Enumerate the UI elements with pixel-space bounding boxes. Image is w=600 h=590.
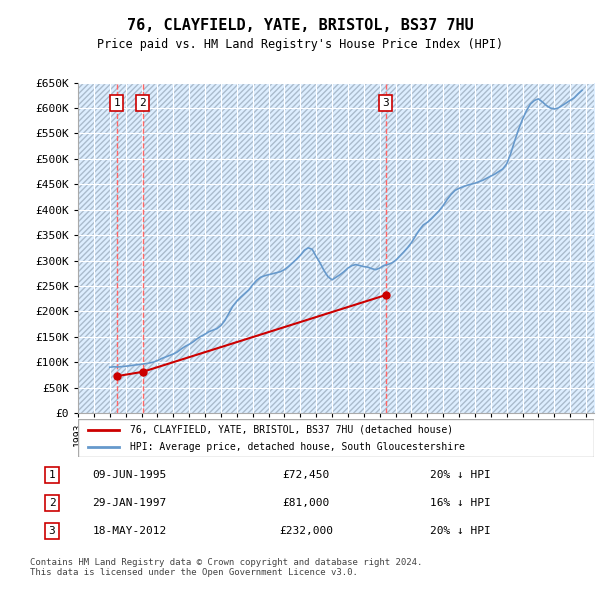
Text: 09-JUN-1995: 09-JUN-1995 [92,470,166,480]
Text: HPI: Average price, detached house, South Gloucestershire: HPI: Average price, detached house, Sout… [130,441,464,451]
Text: 20% ↓ HPI: 20% ↓ HPI [430,526,491,536]
Text: Contains HM Land Registry data © Crown copyright and database right 2024.
This d: Contains HM Land Registry data © Crown c… [30,558,422,577]
Text: 2: 2 [139,98,146,108]
Text: 20% ↓ HPI: 20% ↓ HPI [430,470,491,480]
Text: 3: 3 [49,526,55,536]
Text: 18-MAY-2012: 18-MAY-2012 [92,526,166,536]
FancyBboxPatch shape [78,419,594,457]
Text: 16% ↓ HPI: 16% ↓ HPI [430,498,491,508]
Text: £81,000: £81,000 [283,498,329,508]
Text: £72,450: £72,450 [283,470,329,480]
Text: 3: 3 [382,98,389,108]
Text: 1: 1 [113,98,120,108]
Text: Price paid vs. HM Land Registry's House Price Index (HPI): Price paid vs. HM Land Registry's House … [97,38,503,51]
Text: 76, CLAYFIELD, YATE, BRISTOL, BS37 7HU: 76, CLAYFIELD, YATE, BRISTOL, BS37 7HU [127,18,473,32]
Text: 29-JAN-1997: 29-JAN-1997 [92,498,166,508]
Text: £232,000: £232,000 [279,526,333,536]
Text: 76, CLAYFIELD, YATE, BRISTOL, BS37 7HU (detached house): 76, CLAYFIELD, YATE, BRISTOL, BS37 7HU (… [130,425,453,435]
Text: 2: 2 [49,498,55,508]
Text: 1: 1 [49,470,55,480]
